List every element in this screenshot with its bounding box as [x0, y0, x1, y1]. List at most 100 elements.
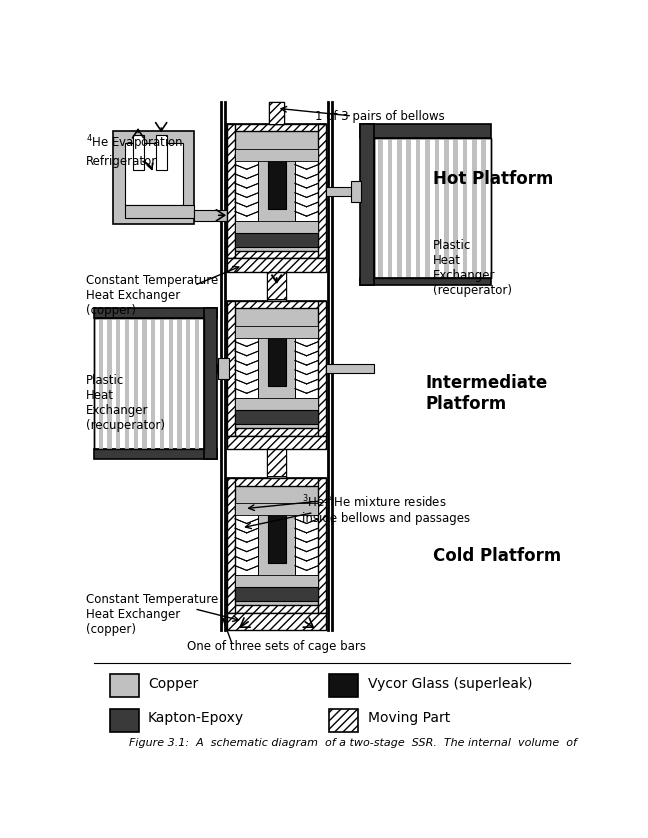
Bar: [133, 318, 138, 448]
Bar: [295, 333, 318, 398]
Bar: [235, 308, 318, 428]
Bar: [397, 138, 402, 277]
Bar: [235, 398, 318, 410]
Bar: [268, 515, 286, 563]
Bar: [453, 138, 458, 277]
Bar: [186, 318, 191, 448]
Bar: [227, 478, 235, 613]
Bar: [435, 138, 439, 277]
Bar: [227, 436, 326, 449]
Bar: [235, 333, 259, 398]
Bar: [360, 124, 374, 286]
Bar: [218, 358, 229, 380]
Bar: [227, 478, 326, 613]
Bar: [318, 124, 326, 258]
Bar: [268, 260, 286, 299]
Bar: [178, 318, 181, 448]
Bar: [416, 138, 421, 277]
Bar: [235, 587, 318, 602]
Bar: [133, 135, 145, 170]
Bar: [235, 233, 318, 247]
Bar: [108, 318, 111, 448]
Text: 1 of 3 pairs of bellows: 1 of 3 pairs of bellows: [315, 110, 445, 123]
Bar: [360, 277, 491, 286]
Bar: [227, 124, 326, 132]
Bar: [125, 318, 129, 448]
Bar: [269, 102, 284, 124]
Bar: [269, 102, 284, 124]
Text: Copper: Copper: [148, 676, 198, 691]
Bar: [227, 301, 235, 436]
Bar: [444, 138, 448, 277]
Bar: [268, 436, 286, 478]
Bar: [113, 132, 194, 224]
Bar: [151, 318, 156, 448]
Bar: [374, 137, 491, 277]
Bar: [425, 138, 430, 277]
Bar: [94, 318, 203, 449]
Text: Cold Platform: Cold Platform: [433, 547, 561, 565]
Bar: [406, 138, 411, 277]
Bar: [235, 326, 318, 339]
Bar: [195, 318, 199, 448]
Bar: [374, 137, 491, 277]
Bar: [125, 143, 183, 204]
Bar: [472, 138, 477, 277]
Bar: [194, 210, 227, 221]
Text: Plastic
Heat
Exchanger
(recuperator): Plastic Heat Exchanger (recuperator): [86, 374, 165, 432]
Bar: [326, 364, 374, 373]
Text: $^3$He-$^4$He mixture resides
inside bellows and passages: $^3$He-$^4$He mixture resides inside bel…: [302, 494, 470, 525]
Text: Figure 3.1:  A  schematic diagram  of a two-stage  SSR.  The internal  volume  o: Figure 3.1: A schematic diagram of a two…: [129, 738, 577, 748]
Bar: [217, 364, 227, 373]
Bar: [268, 161, 286, 209]
Bar: [98, 318, 103, 448]
Bar: [235, 485, 318, 605]
Bar: [203, 308, 217, 458]
Bar: [235, 132, 318, 251]
Bar: [116, 318, 121, 448]
Bar: [318, 301, 326, 436]
Bar: [227, 301, 326, 308]
Bar: [235, 308, 318, 428]
Bar: [235, 504, 318, 515]
Bar: [268, 258, 286, 301]
Bar: [268, 339, 286, 386]
Bar: [481, 138, 486, 277]
Bar: [463, 138, 467, 277]
Bar: [227, 124, 235, 258]
Bar: [227, 428, 326, 436]
Text: Moving Part: Moving Part: [367, 711, 450, 725]
Bar: [94, 308, 217, 318]
Bar: [235, 155, 259, 221]
Bar: [160, 318, 164, 448]
Text: Intermediate
Platform: Intermediate Platform: [425, 374, 548, 412]
Bar: [227, 613, 326, 629]
Bar: [235, 575, 318, 587]
Text: Constant Temperature
Heat Exchanger
(copper): Constant Temperature Heat Exchanger (cop…: [86, 593, 218, 636]
Text: One of three sets of cage bars: One of three sets of cage bars: [187, 639, 366, 653]
Bar: [235, 132, 318, 251]
Bar: [227, 478, 326, 485]
Bar: [94, 318, 203, 449]
Bar: [318, 478, 326, 613]
Bar: [235, 149, 318, 161]
Bar: [227, 124, 326, 258]
Bar: [94, 449, 217, 458]
Text: Constant Temperature
Heat Exchanger
(copper): Constant Temperature Heat Exchanger (cop…: [86, 274, 218, 317]
Text: Plastic
Heat
Exchanger
(recuperator): Plastic Heat Exchanger (recuperator): [433, 239, 512, 297]
Bar: [235, 221, 318, 233]
Bar: [378, 138, 383, 277]
Bar: [326, 187, 360, 196]
Bar: [110, 709, 139, 732]
Bar: [295, 510, 318, 575]
Bar: [125, 204, 194, 219]
Bar: [360, 124, 491, 137]
Bar: [168, 318, 173, 448]
Text: Kapton-Epoxy: Kapton-Epoxy: [148, 711, 244, 725]
Bar: [295, 155, 318, 221]
Bar: [227, 301, 326, 436]
Bar: [329, 675, 358, 697]
Bar: [235, 410, 318, 424]
Text: Vycor Glass (superleak): Vycor Glass (superleak): [367, 676, 532, 691]
Bar: [156, 135, 167, 170]
